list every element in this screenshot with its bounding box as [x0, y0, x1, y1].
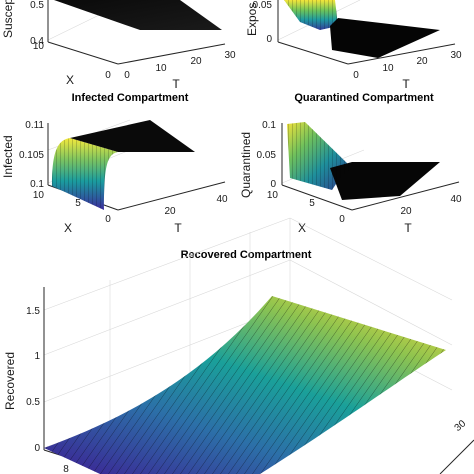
susceptible-t-tick-3: 30	[224, 50, 236, 61]
infected-t-axis	[117, 181, 226, 211]
susceptible-t-tick-0: 0	[124, 70, 130, 81]
exposed-t-tick-0: 0	[353, 70, 359, 81]
susceptible-x-label: X	[66, 73, 74, 87]
susceptible-t-label: T	[172, 77, 180, 91]
quarantined-z-tick-0: 0.1	[262, 120, 276, 131]
infected-panel: Infected Compartment 0.11 0.105 0.1 Infe…	[1, 92, 228, 235]
exposed-z-tick-0: 0.05	[253, 0, 273, 11]
recovered-z-label: Recovered	[3, 352, 17, 410]
susceptible-z-label: Suscep	[1, 0, 15, 38]
infected-z-tick-2: 0.1	[30, 179, 44, 190]
quarantined-z-tick-2: 0	[270, 179, 276, 190]
infected-x-tick-0: 10	[33, 190, 45, 201]
susceptible-t-axis	[117, 43, 226, 65]
susceptible-x-tick-0: 10	[33, 41, 45, 52]
exposed-z-tick-1: 0	[266, 34, 272, 45]
susceptible-x-tick-1: 0	[105, 70, 111, 81]
exposed-t-tick-3: 30	[450, 50, 462, 61]
infected-t-label: T	[174, 221, 182, 235]
quarantined-t-tick-1: 40	[450, 194, 462, 205]
quarantined-x-tick-0: 10	[267, 190, 279, 201]
recovered-t-tick-0: 30	[453, 418, 469, 434]
infected-x-tick-1: 5	[75, 198, 81, 209]
exposed-x-axis	[277, 41, 349, 65]
exposed-z-label: Expos	[245, 3, 259, 36]
infected-x-label: X	[64, 221, 72, 235]
recovered-t-axis	[439, 439, 474, 474]
quarantined-t-label: T	[404, 221, 412, 235]
quarantined-x-tick-2: 0	[339, 214, 345, 225]
susceptible-z-tick-0: 0.5	[30, 0, 44, 11]
recovered-z-tick-0: 1.5	[26, 306, 40, 317]
recovered-z-tick-3: 0	[34, 443, 40, 454]
exposed-t-tick-2: 20	[416, 56, 428, 67]
exposed-t-axis	[347, 43, 456, 65]
recovered-z-tick-2: 0.5	[26, 397, 40, 408]
susceptible-surface	[54, 0, 222, 30]
exposed-t-tick-1: 10	[382, 63, 394, 74]
quarantined-title: Quarantined Compartment	[294, 92, 434, 104]
exposed-t-label: T	[402, 77, 410, 91]
quarantined-t-axis	[351, 181, 460, 211]
infected-title: Infected Compartment	[72, 92, 189, 104]
infected-surface-top	[70, 120, 195, 152]
infected-z-tick-0: 0.11	[25, 120, 44, 131]
infected-z-label: Infected	[1, 135, 15, 178]
susceptible-t-tick-1: 10	[155, 63, 167, 74]
quarantined-x-label: X	[298, 221, 306, 235]
quarantined-surface-flat	[330, 162, 440, 200]
infected-t-tick-0: 20	[164, 206, 176, 217]
quarantined-x-axis	[281, 184, 353, 211]
exposed-panel: 0.05 0 Expos 0 10 20 30 T	[245, 0, 462, 91]
quarantined-z-tick-1: 0.05	[257, 150, 277, 161]
recovered-x-tick-0: 8	[63, 464, 69, 474]
recovered-panel: Recovered Compartment 1.5 1 0.5 0 Recove…	[3, 217, 474, 474]
quarantined-z-label: Quarantined	[239, 132, 253, 198]
infected-z-tick-1: 0.105	[19, 150, 44, 161]
infected-x-tick-2: 0	[105, 214, 111, 225]
susceptible-z-tick-1: 0.4	[30, 36, 44, 47]
recovered-title: Recovered Compartment	[181, 249, 312, 261]
susceptible-panel: 0.5 0.4 Suscep 10 0 X 0 10 20 30 T	[1, 0, 236, 91]
susceptible-x-axis	[47, 41, 119, 65]
infected-t-tick-1: 40	[216, 194, 228, 205]
quarantined-x-tick-1: 5	[309, 198, 315, 209]
recovered-z-tick-1: 1	[34, 351, 40, 362]
susceptible-t-tick-2: 20	[190, 56, 202, 67]
exposed-surface-flat	[330, 18, 440, 58]
quarantined-panel: Quarantined Compartment 0.1 0.05 0 Quara…	[239, 92, 462, 235]
quarantined-t-tick-0: 20	[400, 206, 412, 217]
